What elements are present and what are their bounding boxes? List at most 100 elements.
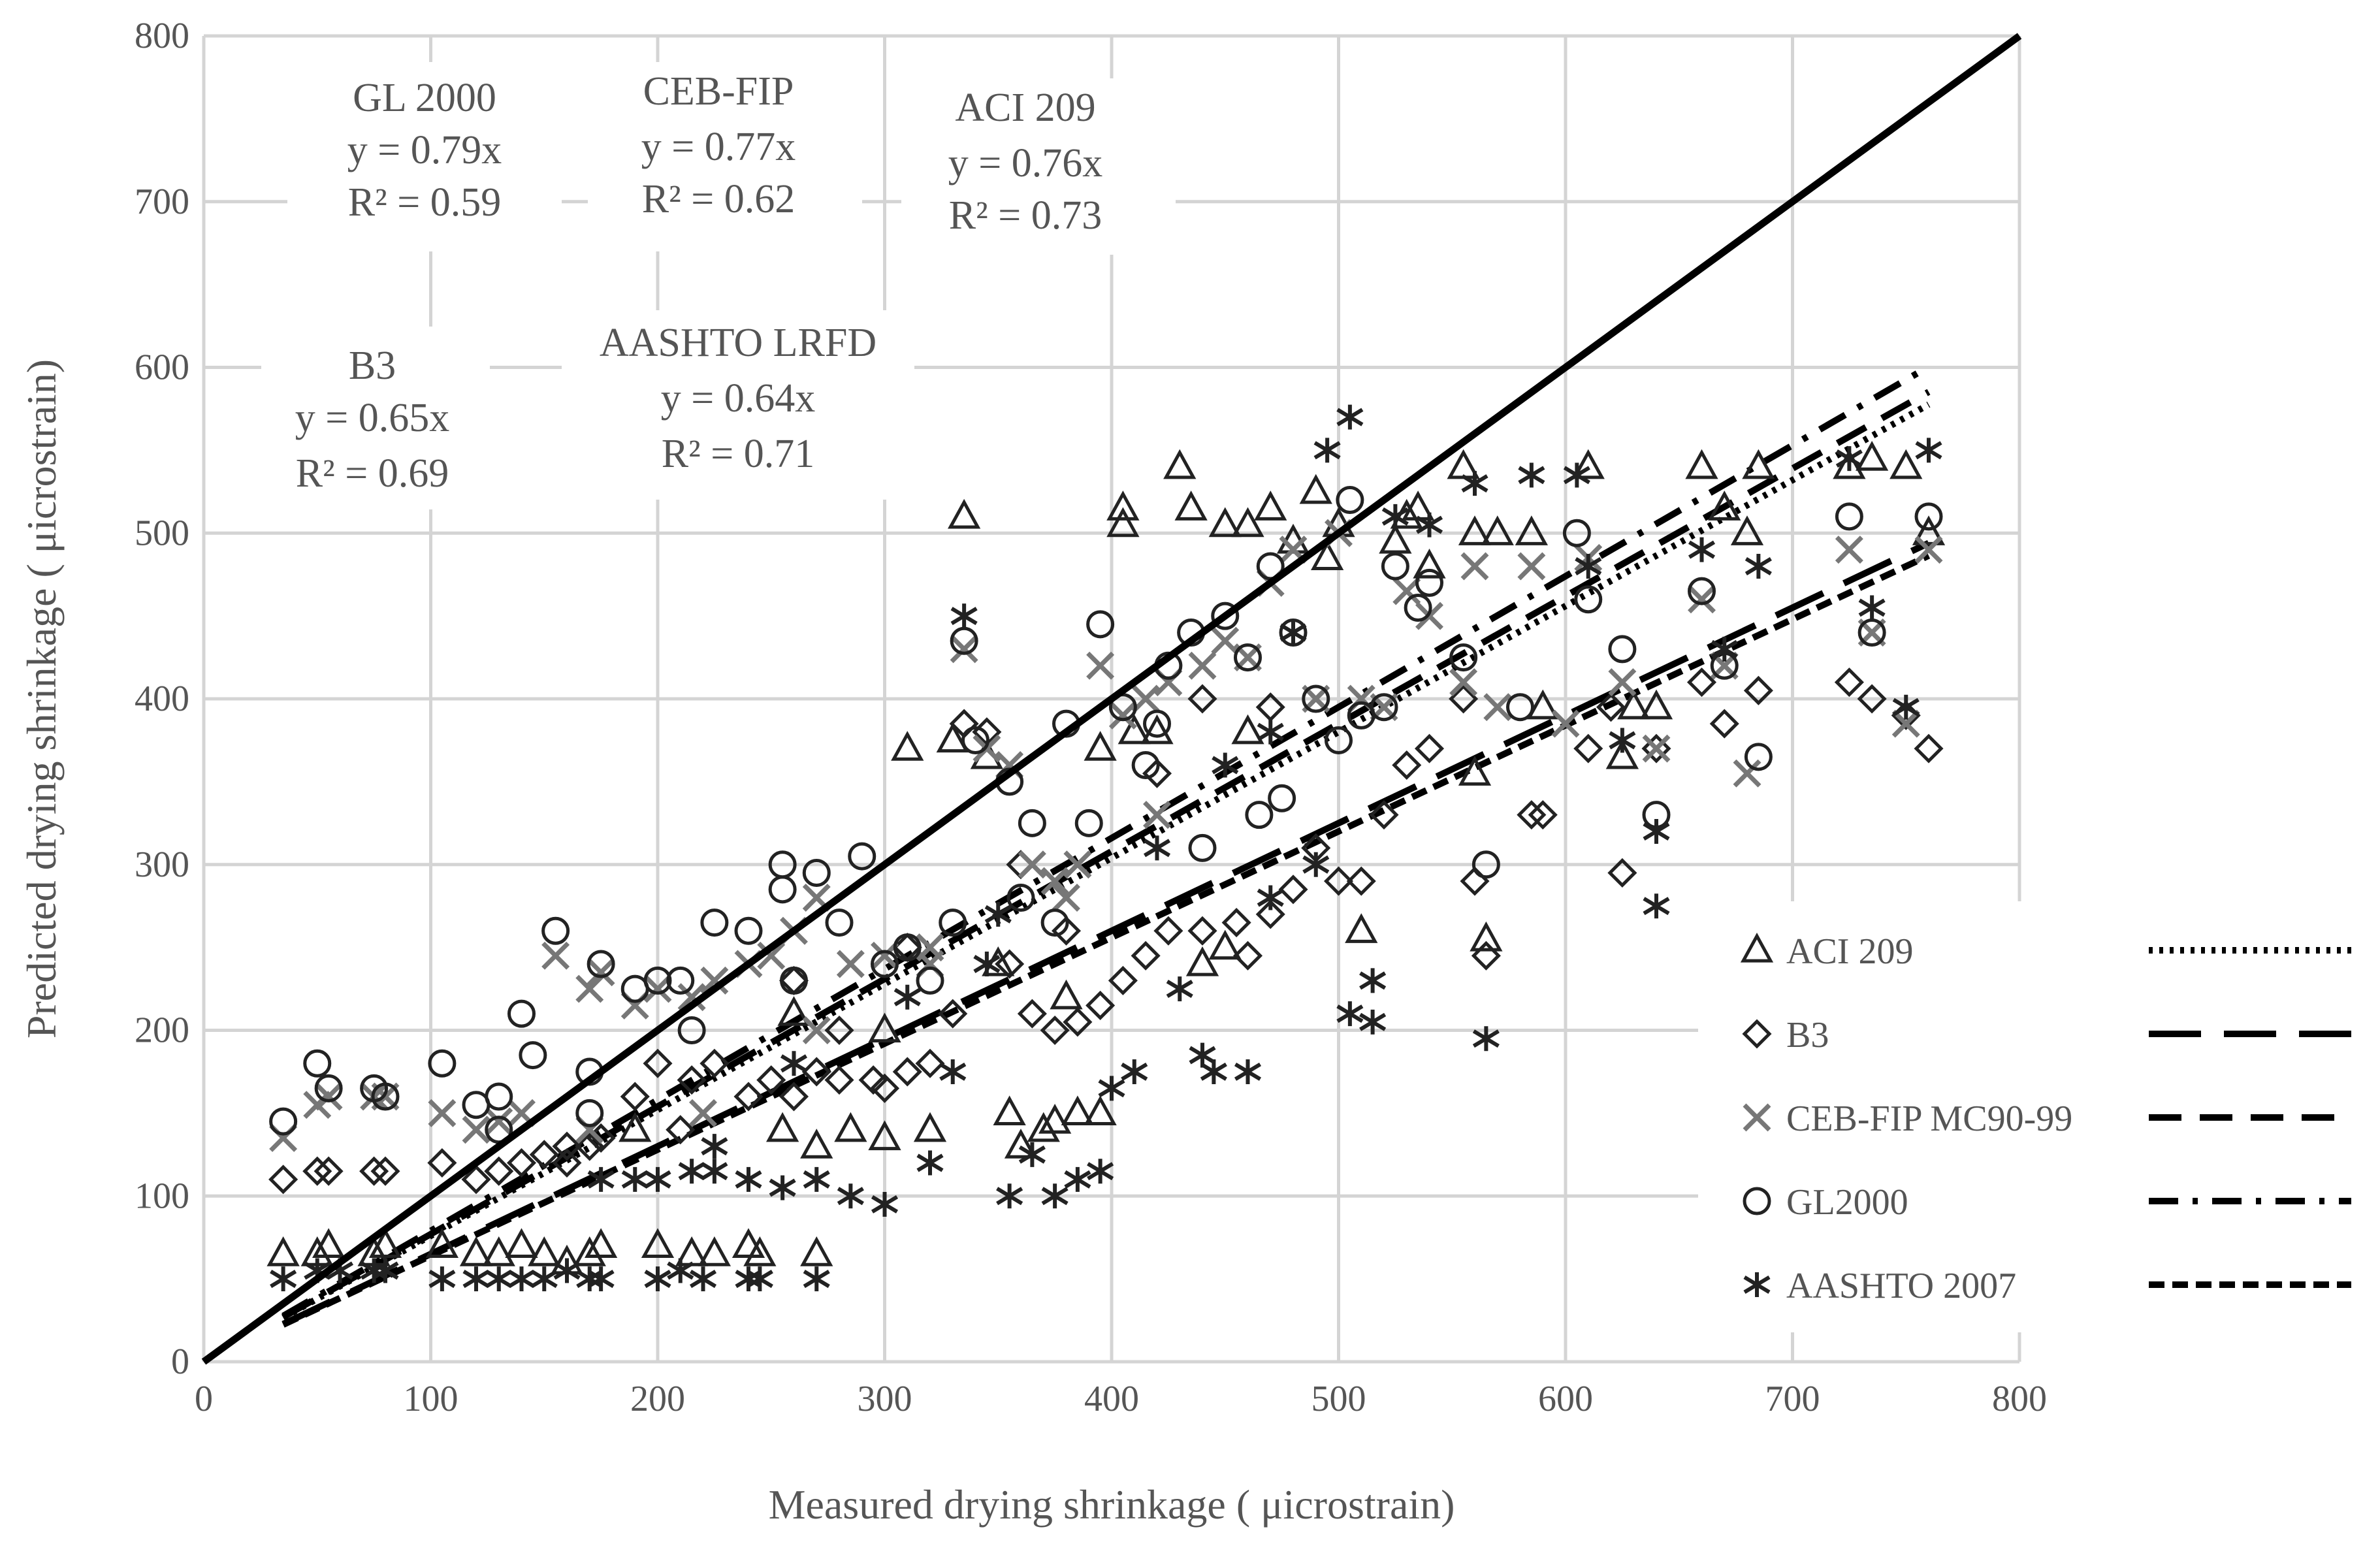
data-point-aashto-2007	[678, 1159, 705, 1184]
data-point-aashto-2007	[553, 1258, 581, 1283]
data-point-aci-209	[1185, 946, 1219, 976]
data-point-aashto-2007	[1643, 819, 1670, 844]
data-point-b3	[1187, 684, 1217, 714]
data-point-gl2000	[700, 908, 729, 937]
data-point-aci-209	[1163, 449, 1197, 479]
x-axis-title: Measured drying shrinkage ( μicrostrain)	[769, 1481, 1455, 1528]
data-point-ceb-fip-mc90-99	[462, 1116, 490, 1144]
y-tick-label: 700	[135, 182, 189, 222]
data-point-b3	[484, 1156, 514, 1186]
data-point-gl2000	[314, 1074, 343, 1102]
data-point-aashto-2007	[1711, 636, 1738, 662]
data-point-aashto-2007	[1563, 462, 1590, 488]
data-point-gl2000	[1404, 593, 1432, 622]
x-tick-label: 500	[1311, 1379, 1366, 1419]
data-point-b3	[858, 1065, 888, 1095]
data-point-gl2000	[1188, 833, 1217, 862]
data-point-gl2000	[802, 858, 831, 887]
data-point-aashto-2007	[621, 1166, 649, 1192]
data-point-gl2000	[848, 842, 876, 871]
annotation-cebfip-equation: y = 0.77x	[641, 125, 796, 169]
legend-marker-aci-209	[1740, 932, 1774, 963]
legend-label-ceb-fip-mc90-99: CEB-FIP MC90-99	[1786, 1099, 2072, 1139]
data-point-ceb-fip-mc90-99	[1449, 668, 1478, 697]
data-point-b3	[938, 999, 968, 1029]
data-point-gl2000	[587, 950, 615, 978]
annotation-aci209: ACI 209 y = 0.76x R² = 0.73	[901, 78, 1176, 255]
trend-line-b3	[281, 539, 1931, 1327]
annotation-aci209-name: ACI 209	[955, 86, 1095, 130]
data-point-aci-209	[1730, 515, 1764, 545]
y-tick-label: 300	[135, 844, 189, 885]
data-point-b3	[700, 1048, 730, 1078]
annotation-aci209-r2: R² = 0.73	[949, 193, 1102, 238]
annotation-aashto-equation: y = 0.64x	[661, 376, 815, 421]
data-point-b3	[529, 1140, 559, 1170]
data-point-b3	[1278, 875, 1308, 905]
data-point-aci-209	[993, 1095, 1026, 1126]
y-axis-ticks: 0 100 200 300 400 500 600 700 800	[135, 16, 189, 1382]
data-point-b3	[1323, 866, 1354, 896]
data-point-aci-209	[765, 1112, 799, 1142]
data-point-aashto-2007	[973, 952, 1001, 976]
data-point-b3	[506, 1148, 537, 1178]
data-point-gl2000	[428, 1049, 457, 1078]
data-point-gl2000	[1449, 643, 1478, 672]
annotation-aashto-r2: R² = 0.71	[662, 432, 814, 476]
data-point-b3	[1517, 800, 1547, 830]
data-point-aci-209	[1118, 714, 1151, 745]
data-point-b3	[1449, 684, 1479, 714]
data-point-gl2000	[1040, 908, 1069, 937]
data-point-gl2000	[871, 950, 899, 978]
data-point-ceb-fip-mc90-99	[1835, 536, 1863, 564]
annotation-cebfip-r2: R² = 0.62	[642, 177, 795, 221]
data-point-ceb-fip-mc90-99	[689, 1099, 717, 1127]
data-point-aci-209	[1050, 979, 1083, 1010]
data-point-aashto-2007	[1359, 968, 1387, 993]
annotation-gl2000-r2: R² = 0.59	[348, 180, 501, 225]
data-point-aci-209	[1345, 913, 1378, 943]
data-point-aci-209	[1458, 756, 1492, 786]
data-point-b3	[620, 1082, 650, 1112]
data-point-aashto-2007	[1121, 1059, 1148, 1084]
data-point-b3	[1857, 684, 1887, 714]
data-point-aci-209	[573, 1236, 606, 1266]
data-point-ceb-fip-mc90-99	[871, 941, 899, 970]
data-point-aashto-2007	[1336, 1001, 1364, 1027]
data-point-aashto-2007	[689, 1266, 717, 1292]
data-point-aashto-2007	[803, 1266, 830, 1292]
data-point-b3	[1255, 899, 1285, 929]
data-point-aashto-2007	[1257, 885, 1284, 910]
legend-marker-b3	[1742, 1019, 1772, 1049]
data-point-aashto-2007	[1518, 462, 1545, 488]
data-point-ceb-fip-mc90-99	[1040, 867, 1069, 895]
annotation-aashto: AASHTO LRFD y = 0.64x R² = 0.71	[562, 310, 914, 500]
y-tick-label: 200	[135, 1010, 189, 1051]
data-point-aci-209	[1208, 507, 1242, 538]
data-point-b3	[1346, 866, 1376, 896]
data-point-aci-209	[619, 1112, 652, 1142]
data-point-aci-209	[1470, 921, 1503, 952]
data-point-aashto-2007	[837, 1183, 864, 1209]
x-tick-label: 100	[404, 1379, 458, 1419]
data-point-aashto-2007	[1892, 694, 1920, 720]
data-point-b3	[1369, 800, 1399, 830]
data-point-gl2000	[303, 1049, 332, 1078]
data-point-b3	[801, 1057, 831, 1087]
data-point-b3	[1108, 965, 1138, 995]
data-point-ceb-fip-mc90-99	[541, 941, 570, 970]
x-axis-ticks: 0 100 200 300 400 500 600 700 800	[195, 1379, 2047, 1419]
data-point-b3	[1414, 733, 1445, 763]
regression-annotations: GL 2000 y = 0.79x R² = 0.59 CEB-FIP y = …	[261, 62, 1176, 509]
data-point-aashto-2007	[1313, 438, 1341, 463]
data-point-aashto-2007	[735, 1166, 762, 1192]
data-point-b3	[1085, 990, 1116, 1020]
annotation-b3-equation: y = 0.65x	[295, 396, 449, 440]
data-point-aci-209	[584, 1228, 618, 1259]
data-point-aci-209	[1639, 689, 1673, 720]
data-point-b3	[733, 1082, 764, 1112]
data-point-gl2000	[371, 1082, 400, 1111]
data-point-ceb-fip-mc90-99	[802, 1016, 831, 1044]
data-point-ceb-fip-mc90-99	[700, 966, 729, 995]
annotation-b3-r2: R² = 0.69	[296, 451, 449, 496]
